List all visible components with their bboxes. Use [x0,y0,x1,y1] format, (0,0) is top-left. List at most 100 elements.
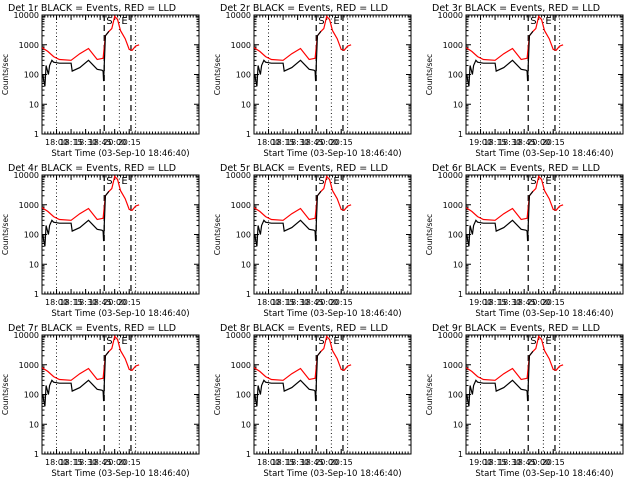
x-tick-label: 18:00 [45,138,68,147]
chart-panel-7: Det 7r BLACK = Events, RED = LLD 1 10 100 10… [1,323,200,479]
marker-label: E [121,336,127,347]
y-axis-label: Counts/sec [213,374,222,415]
marker-label: S [106,176,112,187]
chart-title: Det 7r BLACK = Events, RED = LLD [8,323,176,334]
y-axis-label: Counts/sec [213,54,222,95]
x-tick-label: 20:15 [330,298,353,307]
x-tick-label: 18:45 [301,458,324,467]
x-tick-label: 18:15 [60,458,83,467]
marker-label: S [106,336,112,347]
events-series-line [42,191,110,247]
y-tick-label: 100 [24,231,39,240]
x-tick-label: 18:15 [484,298,507,307]
y-tick-label: 10000 [14,11,39,20]
x-tick-label: 18:45 [513,298,536,307]
events-series-line [42,351,110,407]
x-tick-label: 18:30 [498,138,521,147]
x-tick-label: 18:15 [272,298,295,307]
y-tick-label: 10000 [226,171,251,180]
x-tick-label: 20:00 [315,138,338,147]
y-tick-label: 1000 [443,361,463,370]
y-tick-label: 10000 [438,331,463,340]
x-tick-label: 18:15 [484,138,507,147]
x-tick-label: 18:30 [498,298,521,307]
marker-label: E [545,176,551,187]
chart-panel-9: Det 9r BLACK = Events, RED = LLD 1 10 100 10… [425,323,624,479]
chart-title: Det 5r BLACK = Events, RED = LLD [220,163,388,174]
y-tick-label: 1 [246,130,251,139]
x-tick-label: 18:45 [89,298,112,307]
x-tick-label: 20:15 [542,138,565,147]
events-series-line [42,31,110,87]
chart-title: Det 6r BLACK = Events, RED = LLD [432,163,600,174]
x-tick-label: 20:00 [527,458,550,467]
events-series-line [254,351,322,407]
marker-label: S [530,336,536,347]
y-tick-label: 1 [246,290,251,299]
x-tick-label: 20:15 [542,458,565,467]
y-tick-label: 1000 [19,41,39,50]
y-tick-label: 100 [448,391,463,400]
x-tick-label: 18:15 [60,138,83,147]
y-tick-label: 100 [24,71,39,80]
y-tick-label: 10 [453,100,463,109]
y-tick-label: 1000 [443,41,463,50]
y-tick-label: 1 [458,130,463,139]
marker-label: E [333,336,339,347]
chart-panel-4: Det 4r BLACK = Events, RED = LLD 1 10 100 10… [1,163,200,319]
x-tick-label: 18:00 [45,298,68,307]
marker-label: E [545,336,551,347]
y-tick-label: 100 [24,391,39,400]
x-tick-label: 18:00 [257,298,280,307]
marker-label: S [318,16,324,27]
x-tick-label: 18:15 [272,458,295,467]
chart-panel-1: Det 1r BLACK = Events, RED = LLD 1 10 100 10… [1,3,200,159]
x-tick-label: 20:00 [103,458,126,467]
x-tick-label: 18:15 [60,298,83,307]
x-tick-label: 18:45 [301,298,324,307]
x-tick-label: 18:15 [272,138,295,147]
y-tick-label: 10 [29,100,39,109]
x-tick-label: 20:15 [330,458,353,467]
x-axis-label: Start Time (03-Sep-10 18:46:40) [51,309,189,319]
chart-title: Det 8r BLACK = Events, RED = LLD [220,323,388,334]
y-tick-label: 100 [448,231,463,240]
x-tick-label: 20:15 [330,138,353,147]
chart-title: Det 3r BLACK = Events, RED = LLD [432,3,600,14]
marker-label: S [530,176,536,187]
y-tick-label: 100 [236,391,251,400]
x-axis-label: Start Time (03-Sep-10 18:46:40) [475,469,613,479]
x-axis-label: Start Time (03-Sep-10 18:46:40) [263,309,401,319]
marker-label: S [530,16,536,27]
chart-title: Det 1r BLACK = Events, RED = LLD [8,3,176,14]
marker-label: S [106,16,112,27]
x-tick-label: 20:00 [315,298,338,307]
x-tick-label: 18:00 [257,458,280,467]
y-axis-label: Counts/sec [1,54,10,95]
x-tick-label: 19:00 [469,298,492,307]
y-tick-label: 10000 [14,331,39,340]
y-tick-label: 10000 [438,171,463,180]
x-tick-label: 19:00 [469,138,492,147]
y-tick-label: 1 [34,450,39,459]
y-axis-label: Counts/sec [425,214,434,255]
y-axis-label: Counts/sec [213,214,222,255]
y-axis-label: Counts/sec [1,214,10,255]
x-tick-label: 20:15 [118,458,141,467]
x-tick-label: 20:00 [527,138,550,147]
x-tick-label: 18:45 [89,458,112,467]
chart-panel-8: Det 8r BLACK = Events, RED = LLD 1 10 100 10… [213,323,412,479]
x-tick-label: 18:30 [498,458,521,467]
chart-panel-5: Det 5r BLACK = Events, RED = LLD 1 10 100 10… [213,163,412,319]
x-tick-label: 20:00 [103,298,126,307]
chart-panel-2: Det 2r BLACK = Events, RED = LLD 1 10 100 10… [213,3,412,159]
events-series-line [254,31,322,87]
x-tick-label: 18:45 [89,138,112,147]
y-tick-label: 10 [29,260,39,269]
x-axis-label: Start Time (03-Sep-10 18:46:40) [475,149,613,159]
y-axis-label: Counts/sec [425,374,434,415]
x-tick-label: 18:30 [74,138,97,147]
chart-title: Det 9r BLACK = Events, RED = LLD [432,323,600,334]
